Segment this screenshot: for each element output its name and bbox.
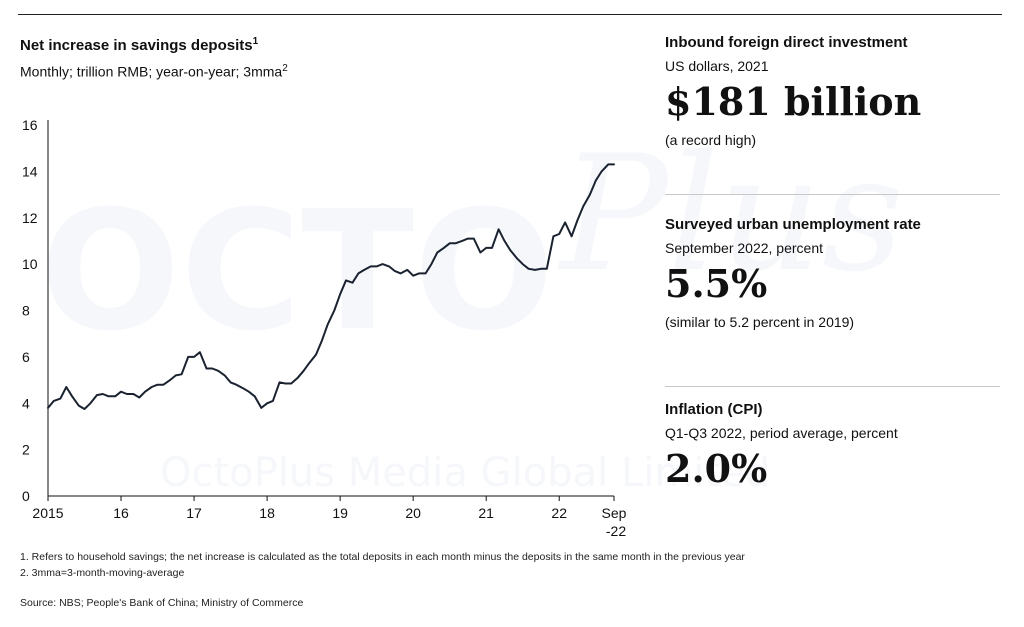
- fdi-title: Inbound foreign direct investment: [665, 34, 908, 51]
- chart-subtitle-footnote-mark: 2: [282, 63, 288, 74]
- x-tick-label-3: 18: [259, 505, 275, 521]
- fdi-value: $181 billion: [665, 79, 922, 124]
- x-tick-label-1: 16: [113, 505, 129, 521]
- fdi-panel: Inbound foreign direct investment US dol…: [665, 34, 1000, 148]
- x-tick-label-6: 21: [478, 505, 494, 521]
- y-tick-label-0: 0: [22, 488, 30, 504]
- panel-divider-2: [665, 386, 1000, 387]
- y-tick-label-2: 2: [22, 442, 30, 458]
- unemployment-panel: Surveyed urban unemployment rate Septemb…: [665, 216, 1000, 330]
- x-tick-label-5: 20: [405, 505, 421, 521]
- y-tick-label-4: 4: [22, 395, 30, 411]
- y-tick-label-8: 8: [22, 303, 30, 319]
- x-tick-label-2: 17: [186, 505, 202, 521]
- chart-subtitle: Monthly; trillion RMB; year-on-year; 3mm…: [20, 63, 288, 80]
- x-tick-label-4: 19: [332, 505, 348, 521]
- y-tick-label-12: 12: [22, 210, 38, 226]
- panel-divider-1: [665, 194, 1000, 195]
- footnote-1: 1. Refers to household savings; the net …: [20, 551, 745, 563]
- chart-title-text: Net increase in savings deposits: [20, 37, 253, 54]
- y-tick-label-10: 10: [22, 256, 38, 272]
- unemployment-subtitle: September 2022, percent: [665, 240, 823, 256]
- x-tick-label-8-line2: -22: [606, 523, 626, 539]
- x-tick-label-8: Sep: [602, 505, 627, 521]
- y-tick-label-6: 6: [22, 349, 30, 365]
- series-line-0: [47, 163, 615, 410]
- unemployment-value: 5.5%: [665, 261, 768, 306]
- x-tick-label-7: 22: [551, 505, 567, 521]
- inflation-subtitle: Q1-Q3 2022, period average, percent: [665, 425, 898, 441]
- inflation-value: 2.0%: [665, 446, 768, 491]
- y-tick-label-14: 14: [22, 163, 38, 179]
- unemployment-title: Surveyed urban unemployment rate: [665, 216, 921, 233]
- savings-line-chart: 0 2 4 6 8 10 12 14 16 2015 16 17 18 19 20 21 22 Sep -22: [22, 117, 627, 539]
- unemployment-note: (similar to 5.2 percent in 2019): [665, 314, 855, 330]
- y-tick-label-16: 16: [22, 117, 38, 133]
- fdi-subtitle: US dollars, 2021: [665, 58, 769, 74]
- inflation-panel: Inflation (CPI) Q1-Q3 2022, period avera…: [665, 401, 1000, 491]
- source-note: Source: NBS; People's Bank of China; Min…: [20, 597, 304, 609]
- top-rule: [18, 14, 1002, 15]
- chart-title-footnote-mark: 1: [252, 36, 259, 47]
- chart-subtitle-text: Monthly; trillion RMB; year-on-year; 3mm…: [20, 63, 283, 80]
- fdi-note: (a record high): [665, 132, 757, 148]
- x-tick-label-0: 2015: [32, 505, 63, 521]
- chart-title: Net increase in savings deposits1: [20, 36, 258, 54]
- inflation-title: Inflation (CPI): [665, 401, 763, 418]
- footnote-2: 2. 3mma=3-month-moving-average: [20, 567, 185, 579]
